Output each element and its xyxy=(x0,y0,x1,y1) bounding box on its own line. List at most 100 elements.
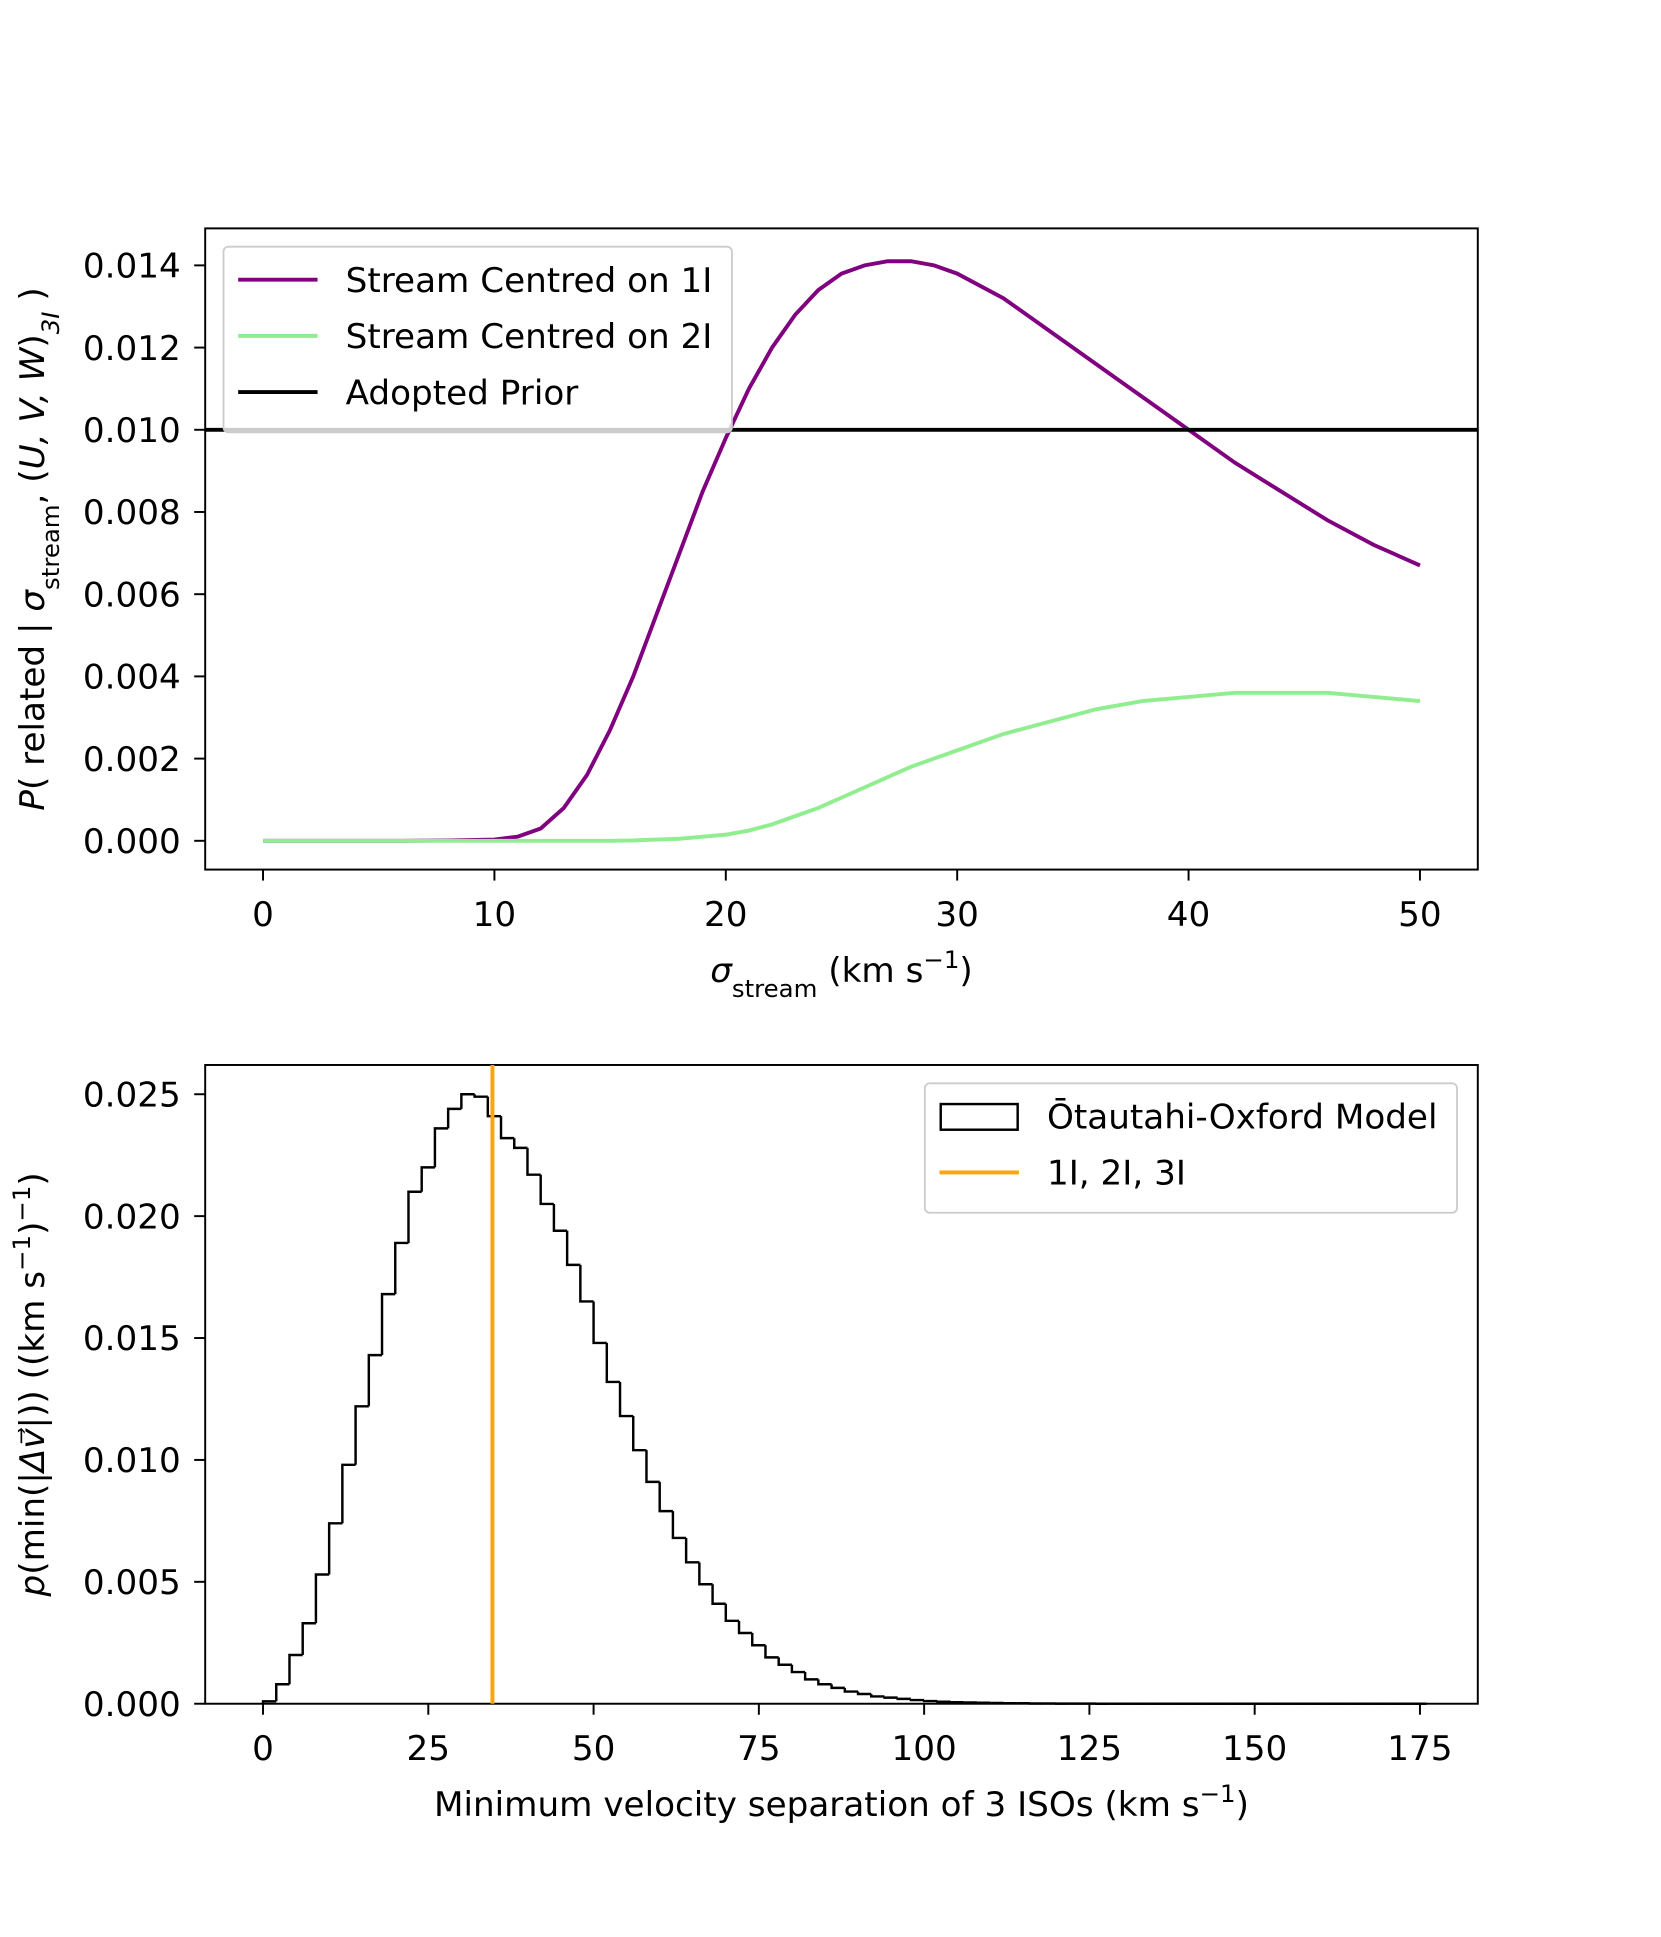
histogram-bin xyxy=(803,1672,819,1681)
histogram-bin xyxy=(684,1537,700,1564)
legend-label: Stream Centred on 1I xyxy=(346,261,713,301)
histogram-bin xyxy=(658,1481,673,1513)
label-part: Minimum velocity separation of 3 ISOs (k… xyxy=(434,1785,1200,1825)
histogram-bin xyxy=(896,1697,911,1701)
x-tick-label: 20 xyxy=(704,895,748,935)
y-tick-label: 0.006 xyxy=(83,575,181,615)
y-tick-label: 0.000 xyxy=(83,822,181,862)
histogram-bin xyxy=(407,1190,422,1243)
histogram-bin xyxy=(698,1562,713,1586)
x-tick-label: 10 xyxy=(473,895,517,935)
y-tick-label: 0.020 xyxy=(83,1197,181,1237)
histogram-bin xyxy=(473,1094,488,1098)
x-tick-label: 75 xyxy=(737,1729,781,1769)
histogram-bin xyxy=(909,1698,925,1702)
histogram-bin xyxy=(777,1657,792,1666)
legend-swatch xyxy=(939,1102,1019,1131)
label-part: p xyxy=(13,1575,53,1598)
x-tick-label: 0 xyxy=(252,895,274,935)
histogram-bin xyxy=(790,1664,806,1674)
histogram-bin xyxy=(724,1603,740,1623)
histogram-bin xyxy=(526,1147,541,1176)
x-tick-label: 30 xyxy=(935,895,979,935)
label-part: stream xyxy=(35,504,64,590)
label-part: −1 xyxy=(1200,1779,1236,1808)
histogram-bin xyxy=(618,1381,634,1418)
histogram-bin xyxy=(883,1696,898,1699)
histogram-bin xyxy=(922,1699,938,1703)
histogram-bin xyxy=(394,1241,409,1295)
legend-label: 1I, 2I, 3I xyxy=(1047,1154,1186,1194)
series-line xyxy=(263,259,1421,843)
legend: Ōtautahi-Oxford Model 1I, 2I, 3I xyxy=(923,1082,1458,1214)
label-part: ( related | xyxy=(13,612,53,790)
histogram-bin xyxy=(764,1645,779,1659)
label-part: ) xyxy=(1236,1785,1249,1825)
histogram-bin xyxy=(486,1096,502,1118)
label-part: (min(| xyxy=(13,1472,53,1575)
label-part: −1 xyxy=(923,944,959,973)
histogram-bin xyxy=(751,1633,766,1647)
histogram-bin xyxy=(539,1174,554,1206)
label-part: σ xyxy=(13,589,53,612)
legend-label: Stream Centred on 2I xyxy=(346,317,713,357)
histogram-bin xyxy=(843,1687,859,1693)
legend-box xyxy=(222,245,733,434)
legend: Stream Centred on 1I Stream Centred on 2I… xyxy=(222,245,733,434)
label-part: ) xyxy=(13,287,53,311)
legend-label: Ōtautahi-Oxford Model xyxy=(1047,1097,1438,1137)
label-part: σ xyxy=(710,951,733,991)
x-tick-label: 25 xyxy=(407,1729,451,1769)
histogram-bin xyxy=(711,1584,726,1605)
y-tick-label: 0.002 xyxy=(83,740,181,780)
label-part: −1 xyxy=(6,1186,35,1222)
histogram-bin xyxy=(936,1700,951,1703)
histogram-bin xyxy=(870,1693,885,1698)
label-part: −1 xyxy=(6,1235,35,1271)
histogram-bin xyxy=(579,1264,594,1303)
plot-area xyxy=(261,1093,1427,1705)
series-line xyxy=(263,690,1421,843)
histogram-bin xyxy=(632,1416,647,1452)
histogram-bin xyxy=(605,1342,621,1384)
label-part: P xyxy=(13,790,53,811)
label-part: Δv⃗ xyxy=(13,1427,53,1475)
histogram-bin xyxy=(314,1573,330,1624)
x-tick-label: 175 xyxy=(1387,1729,1452,1769)
histogram-bin xyxy=(645,1450,660,1484)
histogram-bin xyxy=(433,1127,449,1168)
y-tick-label: 0.008 xyxy=(83,493,181,533)
y-axis-label: p(min(|Δv⃗|)) ((km s−1)−1) xyxy=(6,1172,52,1597)
histogram-bin xyxy=(671,1511,687,1540)
x-tick-label: 40 xyxy=(1167,895,1211,935)
y-tick-label: 0.010 xyxy=(83,1441,181,1481)
label-part: (km s xyxy=(817,951,923,991)
axes-frame xyxy=(204,1064,1479,1705)
histogram-bin xyxy=(856,1691,872,1696)
histogram-bin xyxy=(552,1203,568,1232)
x-tick-label: 50 xyxy=(572,1729,616,1769)
y-tick-label: 0.012 xyxy=(83,329,181,369)
x-tick-label: 125 xyxy=(1057,1729,1122,1769)
label-part: 3I xyxy=(35,312,64,335)
label-part: U, V, W xyxy=(13,346,53,469)
legend-box xyxy=(923,1082,1458,1214)
histogram-bin xyxy=(288,1653,303,1685)
label-part: ) xyxy=(13,334,53,347)
histogram-bin xyxy=(301,1622,316,1655)
y-tick-label: 0.004 xyxy=(83,658,181,698)
histogram-bin xyxy=(817,1679,832,1686)
x-tick-label: 50 xyxy=(1398,895,1442,935)
label-part: , ( xyxy=(13,469,53,504)
histogram-bin xyxy=(460,1093,475,1109)
histogram-bin xyxy=(499,1116,515,1140)
x-tick-label: 0 xyxy=(252,1729,274,1769)
histogram-bin xyxy=(261,1700,277,1704)
histogram-bin xyxy=(341,1463,356,1524)
histogram-bin xyxy=(367,1353,383,1407)
histogram-bin xyxy=(380,1292,396,1356)
y-tick-label: 0.015 xyxy=(83,1319,181,1359)
histogram-bin xyxy=(513,1138,528,1150)
label-part: |)) ((km s xyxy=(13,1271,53,1429)
label-part: ) xyxy=(959,951,972,991)
